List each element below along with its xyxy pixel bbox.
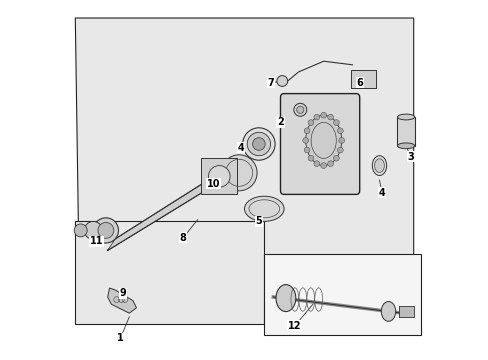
Text: 2: 2 (277, 117, 284, 127)
Ellipse shape (244, 196, 284, 221)
Text: 7: 7 (267, 78, 274, 88)
Circle shape (293, 103, 306, 116)
Ellipse shape (242, 128, 275, 160)
Ellipse shape (374, 159, 384, 172)
Text: 4: 4 (237, 143, 244, 153)
Ellipse shape (397, 114, 414, 120)
Circle shape (98, 222, 114, 238)
Bar (264, 254, 420, 335)
Text: 5: 5 (255, 216, 262, 226)
Circle shape (313, 161, 319, 167)
Circle shape (74, 224, 87, 237)
Text: 1: 1 (117, 333, 123, 343)
Circle shape (84, 221, 102, 239)
Circle shape (327, 161, 333, 167)
Text: 4: 4 (378, 188, 385, 198)
Ellipse shape (371, 156, 386, 176)
Bar (75, 221, 264, 324)
Text: 10: 10 (207, 179, 220, 189)
Ellipse shape (247, 132, 270, 156)
Circle shape (337, 128, 343, 134)
Text: 3: 3 (407, 152, 414, 162)
Circle shape (320, 112, 326, 118)
Bar (397, 117, 414, 146)
Ellipse shape (275, 284, 295, 312)
Circle shape (304, 147, 309, 153)
Ellipse shape (208, 166, 230, 187)
Circle shape (307, 155, 313, 161)
FancyBboxPatch shape (280, 94, 359, 194)
Polygon shape (75, 18, 413, 324)
Circle shape (93, 218, 118, 243)
Text: 9: 9 (119, 288, 126, 298)
Bar (201, 158, 237, 194)
Text: 11: 11 (90, 236, 103, 246)
Circle shape (327, 114, 333, 120)
Circle shape (333, 120, 339, 126)
Circle shape (302, 138, 308, 143)
Polygon shape (107, 288, 136, 313)
Circle shape (304, 128, 309, 134)
Circle shape (333, 155, 339, 161)
Text: 6: 6 (356, 78, 362, 88)
Circle shape (276, 76, 287, 86)
Circle shape (296, 106, 303, 113)
Ellipse shape (221, 155, 257, 191)
Ellipse shape (397, 143, 414, 149)
Ellipse shape (305, 115, 341, 166)
Bar (399, 306, 413, 317)
Circle shape (320, 163, 326, 168)
Text: 8: 8 (180, 233, 186, 243)
Circle shape (307, 120, 313, 126)
Circle shape (337, 147, 343, 153)
Ellipse shape (381, 302, 395, 321)
Circle shape (313, 114, 319, 120)
Bar (350, 70, 375, 88)
Text: 12: 12 (287, 321, 301, 331)
Ellipse shape (252, 138, 264, 150)
Circle shape (338, 138, 344, 143)
Polygon shape (107, 171, 223, 250)
